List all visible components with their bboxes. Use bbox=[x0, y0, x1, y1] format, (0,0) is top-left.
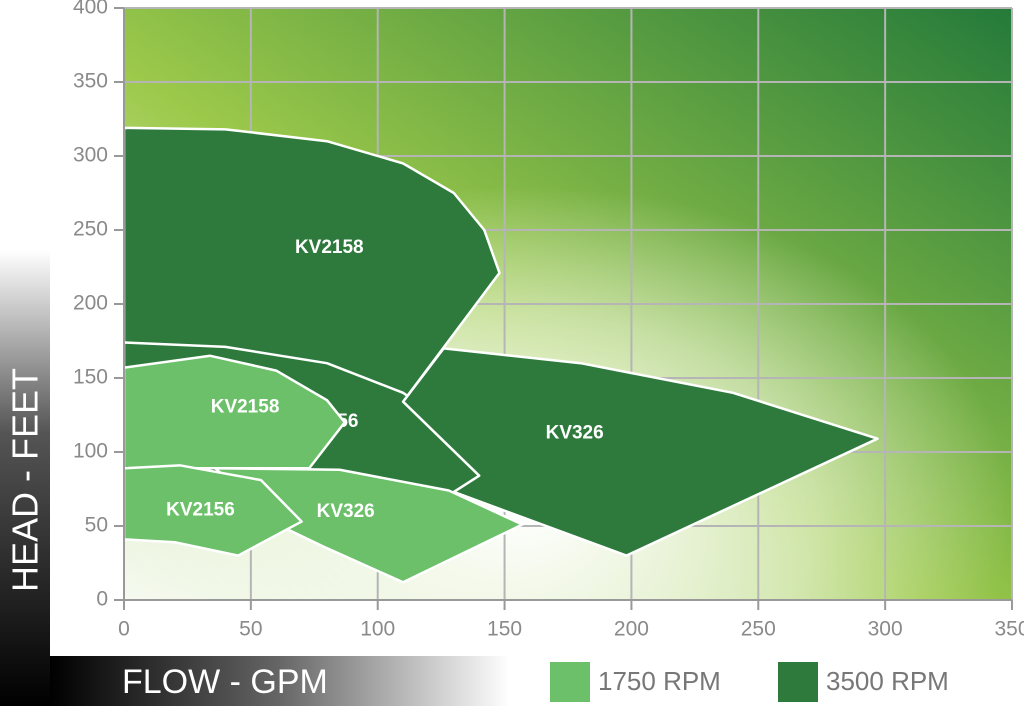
x-tick-label: 150 bbox=[487, 618, 522, 641]
x-label-bar bbox=[50, 656, 510, 706]
y-tick-label: 300 bbox=[73, 144, 108, 167]
y-tick-label: 250 bbox=[73, 218, 108, 241]
x-tick-label: 0 bbox=[118, 618, 130, 641]
region-label: KV2158 bbox=[211, 397, 280, 418]
y-tick-label: 200 bbox=[73, 292, 108, 315]
regions: KV2158KV2156KV326KV2158KV326KV2156 bbox=[122, 126, 879, 584]
x-tick-label: 350 bbox=[994, 618, 1024, 641]
y-tick-label: 0 bbox=[96, 588, 108, 611]
y-axis-label: HEAD - FEET bbox=[5, 368, 46, 592]
y-tick-label: 100 bbox=[73, 440, 108, 463]
x-tick-label: 50 bbox=[239, 618, 262, 641]
legend: 1750 RPM 3500 RPM bbox=[550, 662, 949, 702]
legend-swatch bbox=[550, 662, 590, 702]
x-tick-label: 250 bbox=[741, 618, 776, 641]
region-label: KV326 bbox=[546, 423, 604, 444]
region-label: KV326 bbox=[317, 501, 375, 522]
legend-label: 3500 RPM bbox=[826, 666, 949, 696]
x-tick-label: 200 bbox=[614, 618, 649, 641]
ticks: 0 50 100 150 200 250 300 350 400 0 50 100 150 200 250 3… bbox=[73, 0, 1024, 641]
x-axis-label: FLOW - GPM bbox=[122, 663, 328, 701]
y-tick-label: 400 bbox=[73, 0, 108, 19]
y-tick-label: 150 bbox=[73, 366, 108, 389]
region-label: KV2156 bbox=[166, 499, 235, 520]
region bbox=[401, 347, 879, 557]
y-label-bar bbox=[0, 250, 50, 706]
legend-swatch bbox=[778, 662, 818, 702]
y-tick-label: 350 bbox=[73, 70, 108, 93]
region bbox=[122, 464, 303, 557]
x-tick-label: 100 bbox=[360, 618, 395, 641]
region-label: KV2158 bbox=[295, 237, 364, 258]
y-tick-label: 50 bbox=[85, 514, 108, 537]
legend-label: 1750 RPM bbox=[598, 666, 721, 696]
x-tick-label: 300 bbox=[868, 618, 903, 641]
